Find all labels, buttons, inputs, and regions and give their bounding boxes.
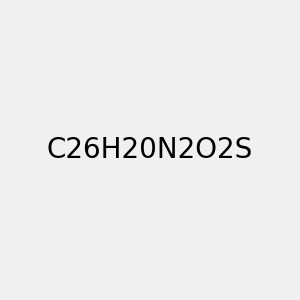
Text: C26H20N2O2S: C26H20N2O2S <box>47 136 253 164</box>
